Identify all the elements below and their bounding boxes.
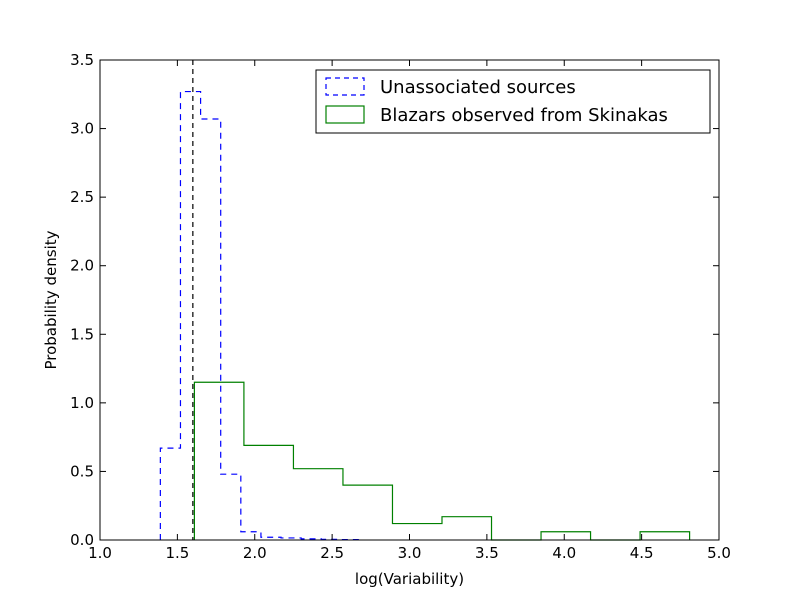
y-axis-label: Probability density <box>42 230 60 369</box>
x-tick-label: 2.5 <box>320 544 344 562</box>
y-tick-label: 0.0 <box>70 531 94 549</box>
x-axis-ticks: 1.0 1.5 2.0 2.5 3.0 3.5 4.0 4.5 5.0 <box>88 60 731 562</box>
x-tick-label: 1.5 <box>165 544 189 562</box>
x-tick-label: 2.0 <box>243 544 267 562</box>
y-axis-ticks: 0.0 0.5 1.0 1.5 2.0 2.5 3.0 3.5 <box>70 51 719 549</box>
y-tick-label: 1.0 <box>70 394 94 412</box>
x-tick-label: 5.0 <box>707 544 731 562</box>
legend-swatch-blazars <box>325 105 365 124</box>
x-axis-label: log(Variability) <box>355 570 464 588</box>
y-tick-label: 1.5 <box>70 325 94 343</box>
histogram-series-0 <box>159 90 363 541</box>
y-tick-label: 3.0 <box>70 120 94 138</box>
x-tick-label: 3.0 <box>398 544 422 562</box>
plot-background <box>100 60 719 540</box>
x-tick-label: 4.5 <box>630 544 654 562</box>
y-tick-label: 2.0 <box>70 257 94 275</box>
x-tick-label: 1.0 <box>88 544 112 562</box>
legend-label-blazars: Blazars observed from Skinakas <box>380 105 668 126</box>
legend: Unassociated sources Blazars observed fr… <box>315 69 711 134</box>
y-tick-label: 2.5 <box>70 188 94 206</box>
legend-label-unassociated: Unassociated sources <box>380 77 576 98</box>
x-tick-label: 4.0 <box>552 544 576 562</box>
legend-box <box>315 69 711 134</box>
y-tick-label: 0.5 <box>70 462 94 480</box>
legend-swatch-unassociated <box>325 77 365 96</box>
y-tick-label: 3.5 <box>70 51 94 69</box>
x-tick-label: 3.5 <box>475 544 499 562</box>
